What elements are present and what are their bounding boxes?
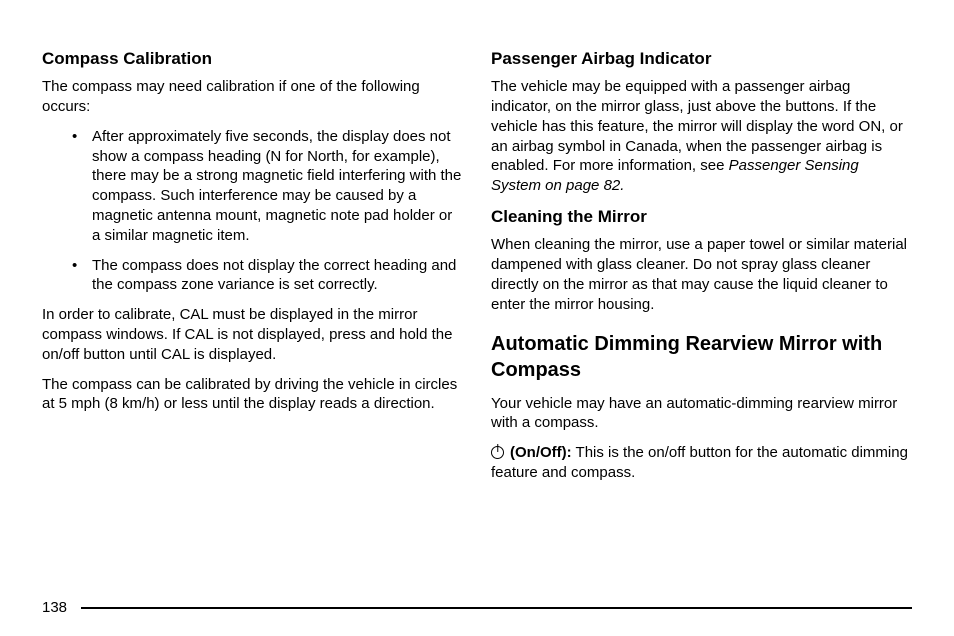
list-item: The compass does not display the correct… <box>42 256 463 296</box>
list-item: After approximately five seconds, the di… <box>42 127 463 246</box>
footer-rule <box>81 607 912 609</box>
auto-dimming-intro: Your vehicle may have an automatic-dimmi… <box>491 394 912 434</box>
two-column-layout: Compass Calibration The compass may need… <box>42 48 912 585</box>
airbag-paragraph: The vehicle may be equipped with a passe… <box>491 77 912 196</box>
heading-auto-dimming: Automatic Dimming Rearview Mirror with C… <box>491 332 912 383</box>
manual-page: Compass Calibration The compass may need… <box>0 0 954 636</box>
compass-symptoms-list: After approximately five seconds, the di… <box>42 127 463 295</box>
cleaning-text: When cleaning the mirror, use a paper to… <box>491 235 912 314</box>
power-icon <box>491 446 504 459</box>
heading-compass-calibration: Compass Calibration <box>42 48 463 69</box>
page-number: 138 <box>42 599 67 616</box>
calibrate-cal-text: In order to calibrate, CAL must be displ… <box>42 305 463 364</box>
onoff-label: (On/Off): <box>510 444 572 461</box>
heading-cleaning-mirror: Cleaning the Mirror <box>491 206 912 227</box>
right-column: Passenger Airbag Indicator The vehicle m… <box>491 48 912 585</box>
onoff-line: (On/Off): This is the on/off button for … <box>491 443 912 483</box>
left-column: Compass Calibration The compass may need… <box>42 48 463 585</box>
page-footer: 138 <box>42 599 912 616</box>
compass-intro: The compass may need calibration if one … <box>42 77 463 117</box>
heading-airbag-indicator: Passenger Airbag Indicator <box>491 48 912 69</box>
calibrate-drive-text: The compass can be calibrated by driving… <box>42 375 463 415</box>
